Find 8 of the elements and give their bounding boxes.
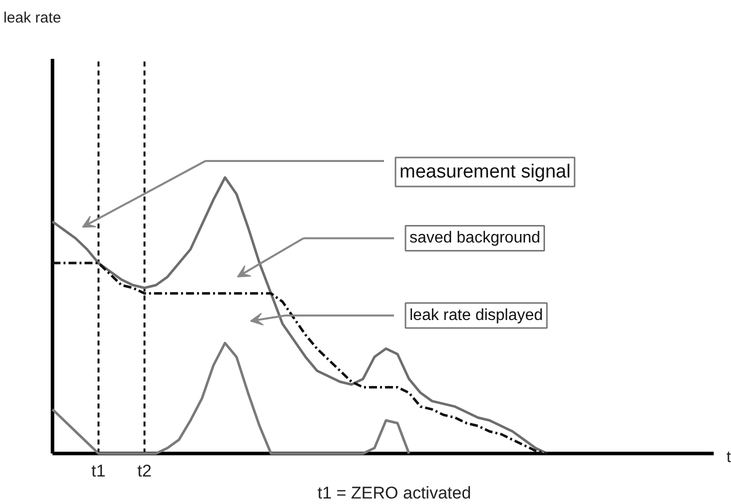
annotation: saved background xyxy=(410,230,540,247)
x-axis-title: t xyxy=(726,449,731,466)
text: t1 = ZERO activated xyxy=(318,484,472,502)
annotation: leak rate displayed xyxy=(410,307,543,324)
annotation: measurement signal xyxy=(400,161,571,182)
x-tick-label: t1 xyxy=(91,462,106,480)
text: leak rate xyxy=(4,10,62,26)
x-tick-label: t2 xyxy=(137,462,152,480)
